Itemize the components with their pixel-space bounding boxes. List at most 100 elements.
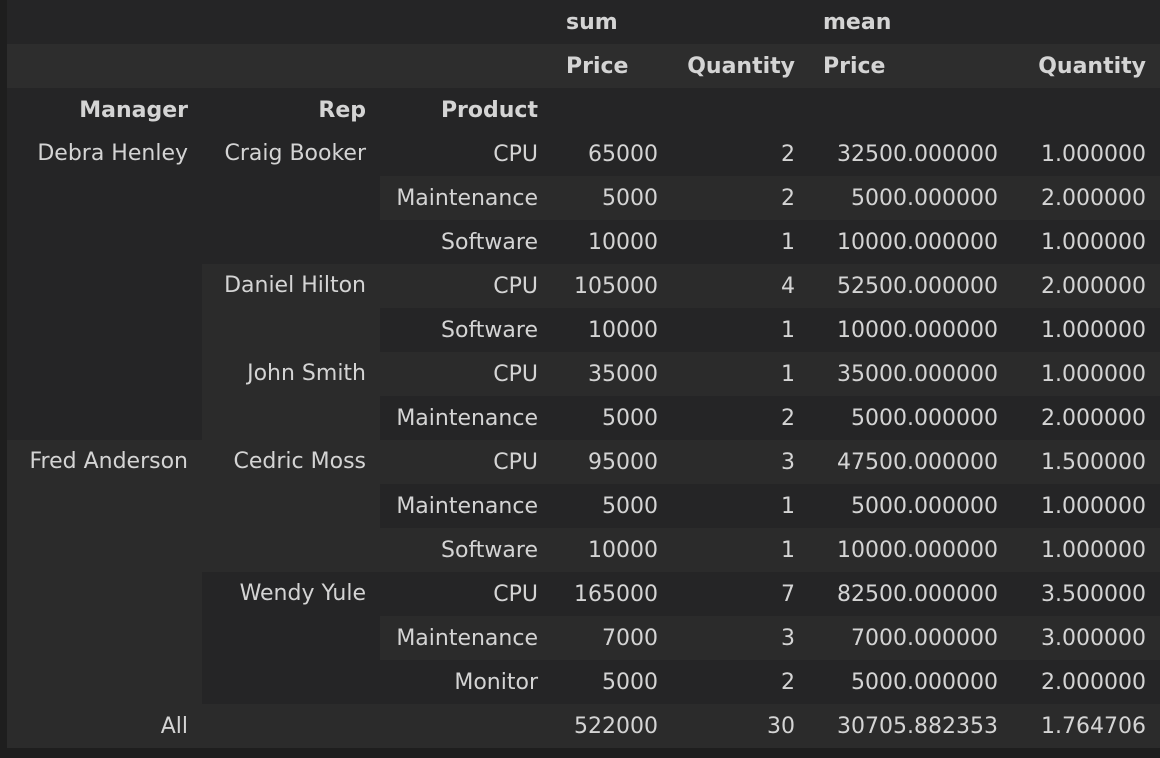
- rep-cell: John Smith: [202, 352, 380, 440]
- product-cell: CPU: [380, 440, 552, 484]
- header-group-mean: mean: [809, 0, 1160, 44]
- header-blank-cell: [809, 88, 1012, 132]
- sum-quantity-cell: 2: [672, 132, 809, 176]
- header-mean-quantity: Quantity: [1038, 53, 1146, 79]
- sum-price-cell: 95000: [552, 440, 672, 484]
- manager-cell: Debra Henley: [7, 132, 202, 440]
- sum-quantity-cell: 1: [672, 308, 809, 352]
- mean-price-cell: 5000.000000: [809, 396, 1012, 440]
- mean-price-cell: 10000.000000: [809, 308, 1012, 352]
- header-blank-cell: [202, 44, 380, 88]
- header-blank-cell: [552, 88, 672, 132]
- total-sum-quantity-cell: 30: [672, 704, 809, 748]
- product-cell: Monitor: [380, 660, 552, 704]
- header-blank-cell: [380, 0, 552, 44]
- mean-price-cell: 82500.000000: [809, 572, 1012, 616]
- sum-price-cell: 35000: [552, 352, 672, 396]
- product-cell: Software: [380, 308, 552, 352]
- mean-quantity-cell: 3.000000: [1012, 616, 1160, 660]
- header-blank-cell: [202, 0, 380, 44]
- sum-quantity-cell: 2: [672, 176, 809, 220]
- sum-price-cell: 105000: [552, 264, 672, 308]
- table-row: Maintenance 5000 2 5000.000000 2.000000: [7, 176, 1160, 220]
- mean-quantity-cell: 2.000000: [1012, 176, 1160, 220]
- total-label-cell: All: [7, 704, 202, 748]
- sum-quantity-cell: 2: [672, 396, 809, 440]
- mean-quantity-cell: 1.500000: [1012, 440, 1160, 484]
- header-index-rep: Rep: [202, 88, 380, 132]
- sum-price-cell: 165000: [552, 572, 672, 616]
- mean-quantity-cell: 1.000000: [1012, 132, 1160, 176]
- header-blank-cell: [1012, 88, 1160, 132]
- mean-price-cell: 32500.000000: [809, 132, 1012, 176]
- mean-price-cell: 7000.000000: [809, 616, 1012, 660]
- sum-price-cell: 65000: [552, 132, 672, 176]
- table-row: John Smith CPU 35000 1 35000.000000 1.00…: [7, 352, 1160, 440]
- header-row-values: Price Quantity Price Quantity: [7, 44, 1160, 88]
- header-index-product: Product: [380, 88, 552, 132]
- header-index-manager: Manager: [7, 88, 202, 132]
- table-row: Maintenance 7000 3 7000.000000 3.000000: [7, 616, 1160, 660]
- total-sum-price-cell: 522000: [552, 704, 672, 748]
- mean-quantity-cell: 2.000000: [1012, 660, 1160, 704]
- header-blank-cell: [380, 44, 552, 88]
- mean-price-cell: 5000.000000: [809, 176, 1012, 220]
- sum-price-cell: 5000: [552, 176, 672, 220]
- product-cell: Maintenance: [380, 616, 552, 660]
- sum-quantity-cell: 4: [672, 264, 809, 308]
- table-row: Debra Henley Craig Booker CPU 65000 2 32…: [7, 132, 1160, 440]
- product-cell: Software: [380, 220, 552, 264]
- mean-price-cell: 10000.000000: [809, 220, 1012, 264]
- sum-price-cell: 7000: [552, 616, 672, 660]
- manager-cell: Fred Anderson: [7, 440, 202, 704]
- header-blank-cell: [7, 0, 202, 44]
- header-blank-cell: [672, 88, 809, 132]
- product-cell: CPU: [380, 132, 552, 176]
- sum-price-cell: 5000: [552, 660, 672, 704]
- header-group-sum: sum: [552, 0, 809, 44]
- table-row: Software 10000 1 10000.000000 1.000000: [7, 528, 1160, 572]
- rep-cell: Daniel Hilton: [202, 264, 380, 352]
- sum-quantity-cell: 2: [672, 660, 809, 704]
- mean-price-cell: 52500.000000: [809, 264, 1012, 308]
- sum-price-cell: 5000: [552, 484, 672, 528]
- table-row: Monitor 5000 2 5000.000000 2.000000: [7, 660, 1160, 704]
- mean-quantity-cell: 2.000000: [1012, 264, 1160, 308]
- sum-price-cell: 10000: [552, 528, 672, 572]
- mean-quantity-cell: 1.000000: [1012, 484, 1160, 528]
- total-blank-cell: [380, 704, 552, 748]
- table-row: Maintenance 5000 1 5000.000000 1.000000: [7, 484, 1160, 528]
- sum-price-cell: 10000: [552, 220, 672, 264]
- table-row: Fred Anderson Cedric Moss CPU 95000 3 47…: [7, 440, 1160, 704]
- product-cell: Software: [380, 528, 552, 572]
- header-blank-cell: [7, 44, 202, 88]
- table-row: Daniel Hilton CPU 105000 4 52500.000000 …: [7, 264, 1160, 352]
- mean-price-cell: 5000.000000: [809, 660, 1012, 704]
- sum-quantity-cell: 1: [672, 528, 809, 572]
- total-mean-quantity-cell: 1.764706: [1012, 704, 1160, 748]
- total-mean-price-cell: 30705.882353: [809, 704, 1012, 748]
- mean-quantity-cell: 1.000000: [1012, 528, 1160, 572]
- mean-quantity-cell: 1.000000: [1012, 352, 1160, 396]
- product-cell: Maintenance: [380, 484, 552, 528]
- mean-quantity-cell: 1.000000: [1012, 220, 1160, 264]
- header-sum-quantity: Quantity: [687, 53, 795, 79]
- rep-cell: Craig Booker: [202, 132, 380, 264]
- product-cell: CPU: [380, 572, 552, 616]
- header-row-aggregation: sum mean: [7, 0, 1160, 44]
- product-cell: CPU: [380, 352, 552, 396]
- table-row: Maintenance 5000 2 5000.000000 2.000000: [7, 396, 1160, 440]
- mean-quantity-cell: 1.000000: [1012, 308, 1160, 352]
- sum-price-cell: 10000: [552, 308, 672, 352]
- table-row-total: All 522000 30 30705.882353 1.764706: [7, 704, 1160, 748]
- sum-quantity-cell: 7: [672, 572, 809, 616]
- product-cell: Maintenance: [380, 176, 552, 220]
- mean-price-cell: 35000.000000: [809, 352, 1012, 396]
- mean-quantity-cell: 2.000000: [1012, 396, 1160, 440]
- mean-price-cell: 10000.000000: [809, 528, 1012, 572]
- mean-price-cell: 5000.000000: [809, 484, 1012, 528]
- mean-price-cell: 47500.000000: [809, 440, 1012, 484]
- rep-cell: Cedric Moss: [202, 440, 380, 572]
- sum-quantity-cell: 3: [672, 440, 809, 484]
